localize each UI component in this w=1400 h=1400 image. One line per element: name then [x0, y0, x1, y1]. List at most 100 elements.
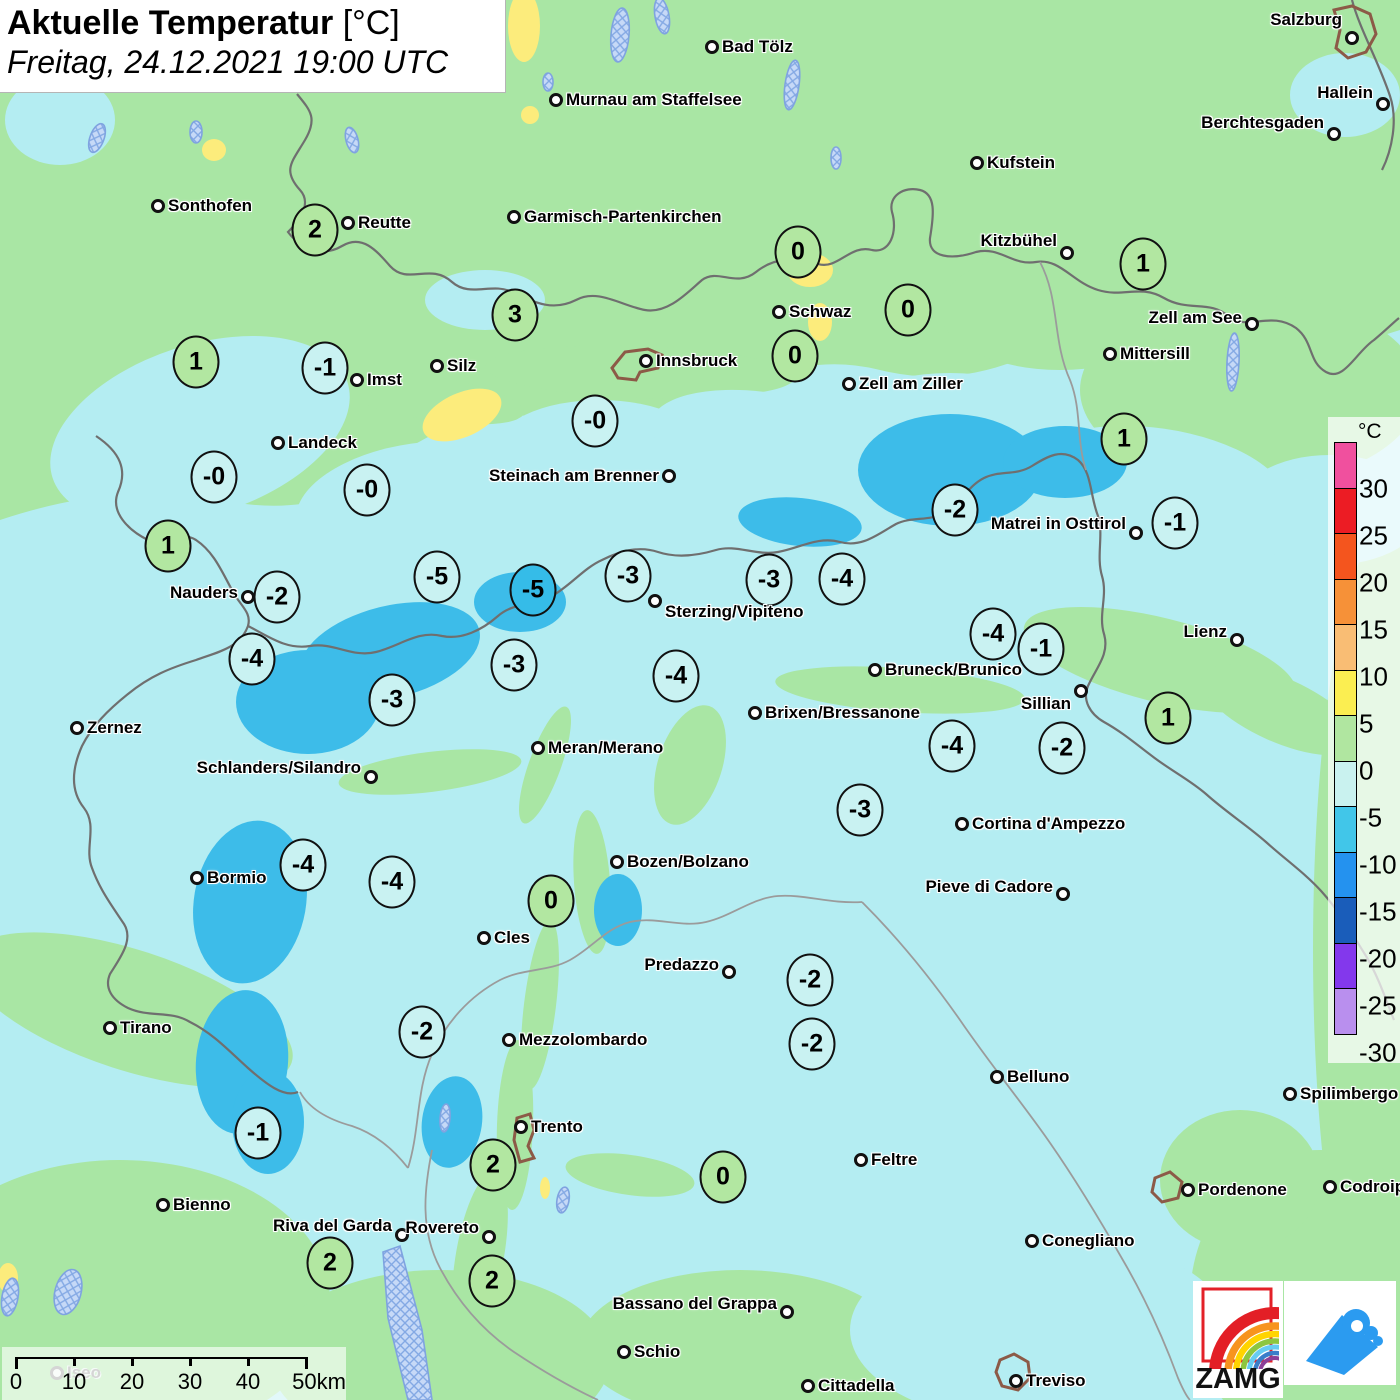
city-marker	[639, 354, 653, 368]
scale-tick-label: 20	[119, 1369, 145, 1394]
city-marker	[514, 1120, 528, 1134]
station-temperature-value: 0	[699, 1150, 747, 1204]
city-label: Trento	[531, 1117, 583, 1136]
city-marker	[1345, 31, 1359, 45]
city-label: Belluno	[1007, 1067, 1070, 1086]
city-marker	[1327, 127, 1341, 141]
station-temperature-value: 0	[771, 329, 819, 383]
scale-tick-label: 0	[9, 1369, 23, 1394]
city-label: Schio	[634, 1342, 681, 1361]
zamg-logo: ZAMG	[1193, 1281, 1283, 1398]
city-marker	[482, 1230, 496, 1244]
legend-band	[1334, 715, 1357, 762]
station-temperature-value: 2	[291, 203, 339, 257]
station-temperature-value: -3	[368, 673, 416, 727]
scale-tick	[247, 1357, 250, 1366]
city-marker	[477, 931, 491, 945]
legend-tick-label: -10	[1359, 849, 1397, 880]
station-temperature-value: 1	[144, 519, 192, 573]
station-temperature-value: -4	[652, 649, 700, 703]
city-label: Lienz	[1183, 622, 1227, 641]
outline-salzburg	[1332, 4, 1378, 60]
station-temperature-value: -2	[398, 1005, 446, 1059]
city-marker	[1323, 1180, 1337, 1194]
city-label: Bassano del Grappa	[612, 1294, 777, 1313]
city-marker	[662, 469, 676, 483]
legend-band	[1334, 669, 1357, 717]
scale-tick	[189, 1357, 192, 1366]
border-germany-austria	[286, 93, 1400, 376]
city-label: Zernez	[87, 718, 142, 737]
scale-tick	[15, 1357, 18, 1369]
city-marker	[1129, 526, 1143, 540]
legend-tick-label: 10	[1359, 661, 1388, 692]
city-label: Conegliano	[1042, 1231, 1135, 1250]
city-label: Cittadella	[818, 1376, 895, 1395]
station-temperature-value: -2	[788, 1017, 836, 1071]
city-label: Reutte	[358, 213, 411, 232]
city-label: Rovereto	[405, 1218, 479, 1237]
outline-trento	[512, 1112, 537, 1164]
city-marker	[190, 871, 204, 885]
outline-innsbruck	[610, 347, 664, 382]
city-marker	[70, 721, 84, 735]
city-marker	[990, 1070, 1004, 1084]
city-marker	[1025, 1234, 1039, 1248]
scale-tick-label: 40	[235, 1369, 261, 1394]
mountain-weather-logo	[1284, 1281, 1396, 1385]
station-temperature-value: -3	[745, 553, 793, 607]
legend-tick-label: 20	[1359, 567, 1388, 598]
city-marker	[507, 210, 521, 224]
legend-tick-label: -15	[1359, 896, 1397, 927]
station-temperature-value: -4	[228, 632, 276, 686]
station-temperature-value: -2	[253, 570, 301, 624]
legend-band	[1334, 624, 1357, 671]
scale-tick-label: 50km	[292, 1369, 346, 1394]
city-label: Sonthofen	[168, 196, 253, 215]
legend-tick-label: -25	[1359, 990, 1397, 1021]
station-temperature-value: -4	[969, 607, 1017, 661]
terrain-colder-patches	[193, 414, 1127, 1174]
city-label: Bruneck/Brunico	[885, 660, 1022, 679]
station-temperature-value: -4	[279, 838, 327, 892]
city-marker	[780, 1305, 794, 1319]
border-salzburg-north	[1350, 0, 1395, 171]
city-label: Brixen/Bressanone	[765, 703, 920, 722]
city-marker	[549, 93, 563, 107]
scale-tick	[305, 1357, 308, 1369]
legend-tick-label: -30	[1359, 1037, 1397, 1068]
city-label: Bormio	[207, 868, 267, 887]
city-label: Riva del Garda	[272, 1216, 392, 1235]
legend-band	[1334, 578, 1357, 626]
city-label: Predazzo	[644, 955, 719, 974]
city-marker	[1283, 1087, 1297, 1101]
city-marker	[955, 817, 969, 831]
city-label: Cles	[494, 928, 530, 947]
scale-tick-label: 30	[177, 1369, 203, 1394]
city-marker	[801, 1379, 815, 1393]
legend-band	[1334, 442, 1357, 489]
map-title-unit: [°C]	[342, 4, 400, 42]
city-label: Bozen/Bolzano	[627, 852, 749, 871]
legend-band	[1334, 942, 1357, 990]
legend-color-bar	[1334, 442, 1357, 1035]
station-temperature-value: 0	[774, 225, 822, 279]
city-marker	[705, 40, 719, 54]
city-marker	[1074, 684, 1088, 698]
city-marker	[502, 1033, 516, 1047]
station-temperature-value: -5	[509, 563, 557, 617]
legend-tick-label: 5	[1359, 708, 1374, 739]
station-temperature-value: 1	[172, 335, 220, 389]
station-temperature-value: -1	[234, 1106, 282, 1160]
city-area-outlines	[512, 4, 1378, 1392]
station-temperature-value: -2	[1038, 721, 1086, 775]
city-marker	[772, 305, 786, 319]
map-title-text: Aktuelle Temperatur	[7, 4, 334, 42]
city-marker	[1103, 347, 1117, 361]
legend-band	[1334, 851, 1357, 899]
city-marker	[156, 1198, 170, 1212]
city-label: Cortina d'Ampezzo	[972, 814, 1126, 833]
city-label: Meran/Merano	[548, 738, 664, 757]
city-marker	[610, 855, 624, 869]
